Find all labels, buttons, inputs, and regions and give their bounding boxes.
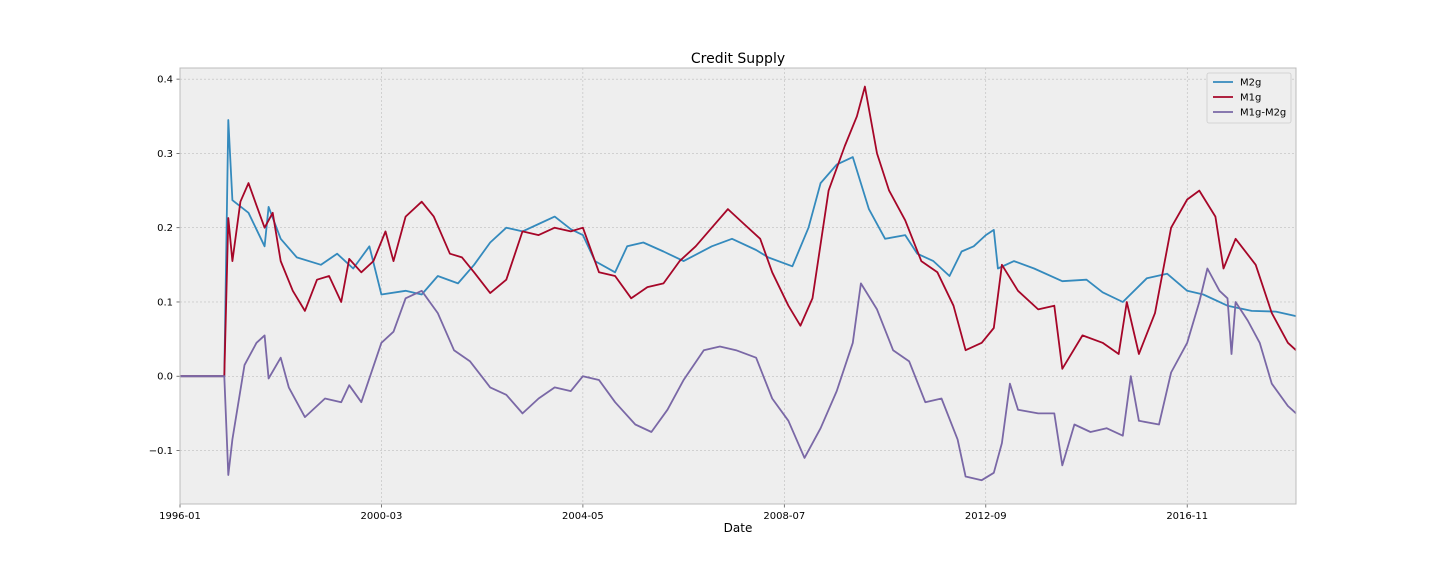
series-line-m1g [180, 85, 1297, 378]
y-tick-label: 0.2 [157, 223, 173, 234]
x-tick-label: 2004-05 [562, 511, 604, 522]
x-tick-label: 2012-09 [965, 511, 1007, 522]
grid-lines [179, 68, 1296, 504]
y-tick-label: 0.4 [157, 75, 173, 86]
legend-label: M1g [1240, 93, 1261, 104]
legend-label: M2g [1240, 78, 1261, 89]
legend: M2g M1g M1g-M2g [1206, 72, 1292, 124]
x-tick-label: 2008-07 [763, 511, 805, 522]
x-tick-label: 2016-11 [1166, 511, 1208, 522]
y-tick-label: 0.0 [157, 372, 173, 383]
y-tick-label: 0.3 [157, 149, 173, 160]
y-axis-ticks: −0.1 0.0 0.1 0.2 0.3 0.4 [149, 75, 180, 457]
series-line-m1g-m2g [180, 267, 1297, 482]
plot-background [180, 68, 1296, 504]
x-tick-label: 2000-03 [361, 511, 403, 522]
series-line-m2g [180, 119, 1297, 378]
x-axis-ticks: 1996-01 2000-03 2004-05 2008-07 2012-09 2016-… [159, 504, 1208, 522]
chart-title: Credit Supply [691, 51, 785, 67]
series-layer [180, 85, 1297, 482]
x-axis-label: Date [724, 521, 753, 535]
y-tick-label: −0.1 [149, 446, 173, 457]
plot-frame [179, 67, 1297, 505]
legend-box [1206, 72, 1292, 124]
x-tick-label: 1996-01 [159, 511, 201, 522]
y-tick-label: 0.1 [157, 297, 173, 308]
legend-label: M1g-M2g [1240, 108, 1286, 119]
